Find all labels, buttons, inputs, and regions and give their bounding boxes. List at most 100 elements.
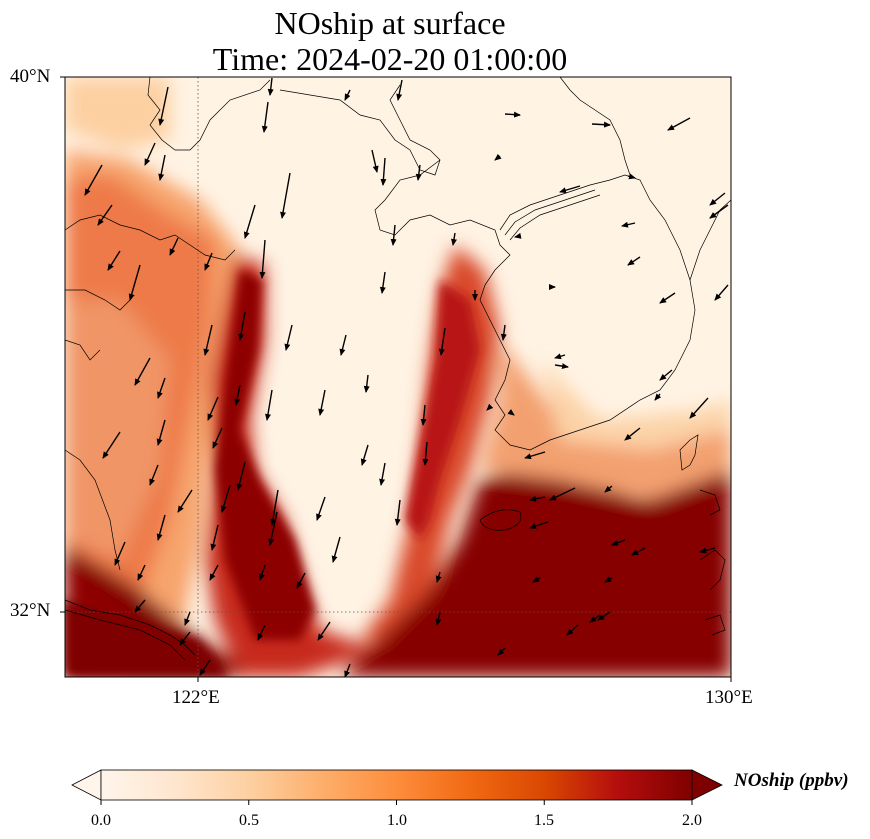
wind-arrow [234, 384, 241, 406]
wind-arrow [659, 369, 673, 381]
wind-arrow [396, 79, 403, 101]
lon-tick-130: 130°E [705, 687, 753, 708]
wind-arrow [621, 221, 636, 228]
wind-arrow [627, 173, 636, 180]
wind-arrow [667, 117, 691, 131]
wind-arrow [84, 164, 103, 196]
wind-arrow [97, 204, 113, 226]
wind-arrow [128, 264, 141, 301]
wind-arrow [280, 172, 291, 219]
wind-arrow [494, 153, 502, 161]
wind-arrow [204, 252, 213, 271]
wind-arrow [137, 564, 146, 581]
wind-arrow [158, 86, 169, 126]
wind-arrow [265, 389, 273, 421]
wind-arrow [209, 564, 219, 581]
wind-arrow [331, 536, 341, 563]
wind-arrow [554, 363, 569, 370]
colorbar-tick: 1.0 [387, 812, 407, 829]
wind-arrow [220, 484, 231, 513]
wind-arrow [158, 154, 166, 181]
wind-arrow [529, 521, 549, 529]
wind-arrow [420, 404, 427, 426]
wind-arrow [238, 311, 246, 341]
wind-arrow [257, 624, 266, 641]
wind-arrow [529, 495, 546, 502]
wind-arrow [156, 514, 166, 541]
wind-arrow [261, 101, 269, 133]
wind-arrow [207, 396, 219, 421]
wind-arrow [184, 611, 191, 626]
wind-arrow [451, 232, 457, 246]
wind-arrow [380, 157, 387, 186]
wind-arrow [360, 444, 369, 466]
wind-arrow [156, 419, 166, 446]
wind-arrow [107, 250, 121, 271]
wind-arrow [344, 663, 351, 677]
wind-arrow [422, 441, 429, 466]
wind-arrow [371, 149, 379, 173]
wind-arrow [591, 121, 611, 128]
wind-arrow [699, 547, 716, 554]
wind-arrow [507, 409, 515, 416]
colorbar-label: NOship (ppbv) [734, 770, 849, 791]
wind-arrow [114, 541, 126, 566]
wind-arrow [243, 204, 256, 239]
wind-arrow [344, 89, 351, 101]
wind-arrow [296, 572, 306, 589]
wind-arrow [659, 292, 676, 304]
lon-tick-122: 122°E [172, 687, 220, 708]
wind-vectors [84, 77, 729, 677]
wind-arrow [532, 576, 541, 583]
wind-arrow [597, 611, 611, 621]
wind-arrow [149, 464, 159, 486]
map-time: Time: 2024-02-20 01:00:00 [212, 41, 568, 77]
colorbar-tick: 1.5 [534, 812, 554, 829]
wind-arrow [394, 499, 401, 526]
colorbar-tick: 2.0 [682, 812, 702, 829]
wind-arrow [179, 631, 191, 646]
wind-arrow [604, 485, 613, 493]
wind-arrow [627, 256, 641, 266]
wind-arrow [317, 621, 331, 641]
wind-arrow [177, 489, 193, 513]
wind-arrow [379, 462, 386, 486]
wind-arrow [203, 324, 213, 356]
wind-arrow [267, 77, 274, 96]
wind-arrow [435, 611, 442, 626]
wind-arrow [500, 324, 507, 341]
concentration-field [65, 77, 731, 677]
wind-arrow [709, 204, 729, 219]
wind-arrow [212, 427, 223, 449]
wind-arrow [284, 324, 293, 351]
wind-arrow [559, 185, 581, 194]
wind-arrow [210, 524, 219, 551]
wind-arrow [102, 431, 121, 459]
wind-arrow [390, 224, 397, 246]
wind-arrow [259, 564, 266, 581]
wind-arrow [144, 142, 156, 166]
colorbar-tick: 0.5 [239, 812, 259, 829]
wind-arrow [714, 284, 729, 301]
wind-arrow [339, 334, 347, 356]
map-frame [64, 76, 732, 678]
wind-arrow [259, 239, 266, 279]
wind-arrow [438, 327, 446, 356]
wind-arrow [199, 659, 211, 676]
wind-arrow [236, 461, 246, 491]
wind-arrow [363, 374, 370, 393]
wind-arrow [157, 377, 166, 399]
wind-arrow [134, 357, 151, 386]
colorbar-tick: 0.0 [91, 812, 111, 829]
wind-arrow [316, 496, 326, 521]
wind-arrow [566, 624, 579, 636]
wind-arrow [554, 353, 566, 360]
wind-arrow [611, 539, 626, 546]
wind-arrow [169, 237, 179, 256]
wind-arrow [435, 571, 442, 583]
wind-arrow [486, 403, 494, 411]
wind-arrow [415, 164, 422, 181]
wind-arrow [504, 111, 521, 118]
map-title: NOship at surface [274, 5, 506, 41]
